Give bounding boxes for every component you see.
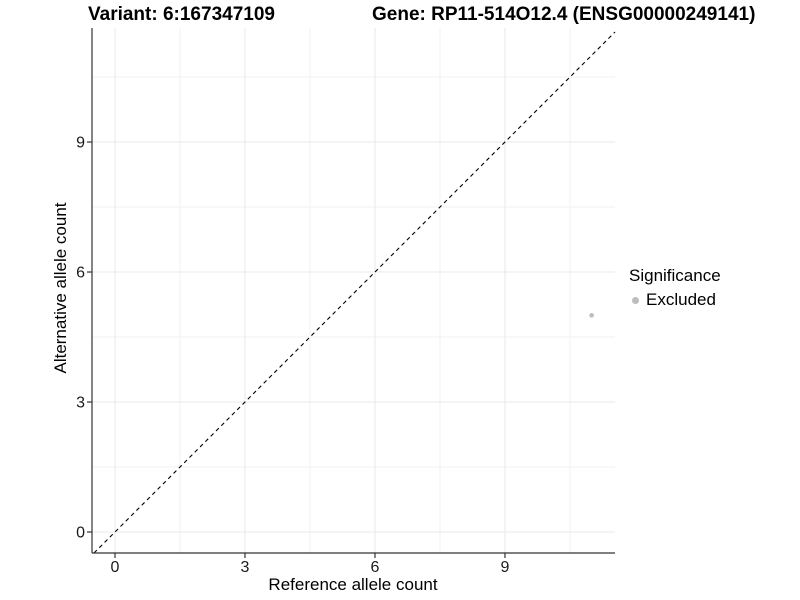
y-tick-label: 9 bbox=[76, 135, 85, 152]
x-tick-label: 0 bbox=[111, 559, 120, 576]
x-tick-label: 6 bbox=[371, 559, 380, 576]
identity-line bbox=[93, 31, 616, 554]
x-tick-label: 3 bbox=[241, 559, 250, 576]
x-axis-title: Reference allele count bbox=[268, 575, 438, 594]
variant-title: Variant: 6:167347109 bbox=[88, 4, 275, 25]
legend: Significance Excluded bbox=[629, 266, 721, 310]
legend-item-label: Excluded bbox=[646, 290, 716, 309]
legend-item-excluded: Excluded bbox=[629, 290, 721, 310]
legend-title: Significance bbox=[629, 266, 721, 285]
y-tick-label: 6 bbox=[76, 265, 85, 282]
y-tick-label: 0 bbox=[76, 525, 85, 542]
excluded-point-icon bbox=[632, 296, 639, 304]
y-tick-label: 3 bbox=[76, 395, 85, 412]
gene-title: Gene: RP11-514O12.4 (ENSG00000249141) bbox=[372, 4, 756, 25]
x-tick-label: 9 bbox=[501, 559, 510, 576]
y-axis-title: Alternative allele count bbox=[51, 202, 70, 374]
data-point bbox=[589, 313, 594, 318]
